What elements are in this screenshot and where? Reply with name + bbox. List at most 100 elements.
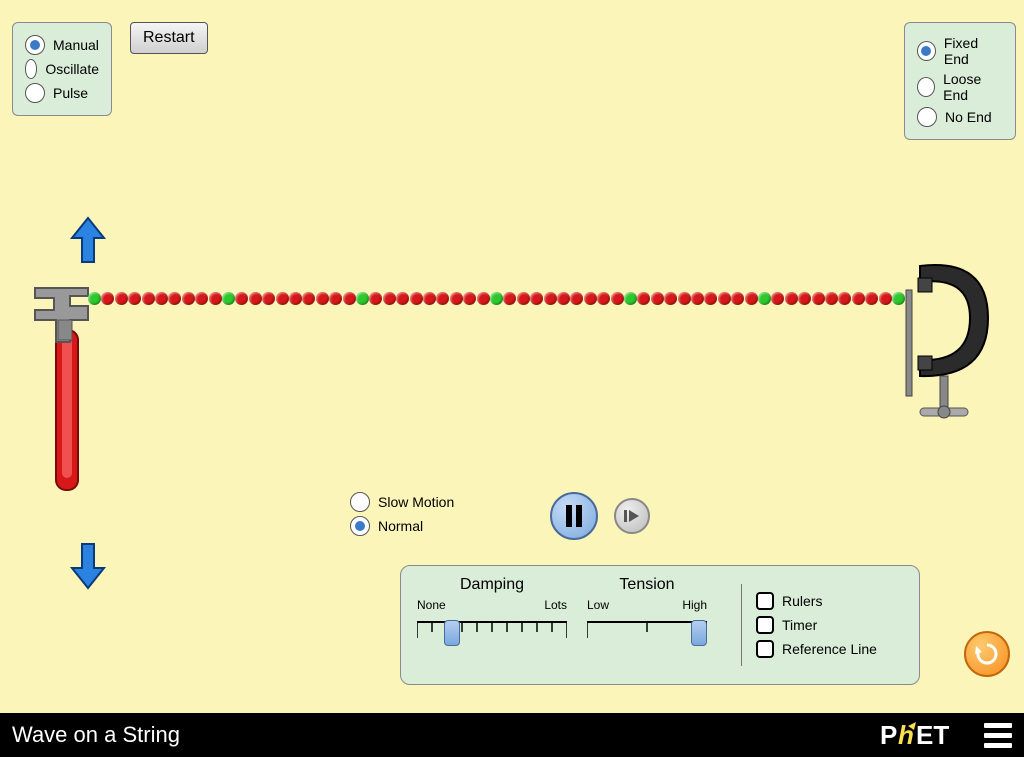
string-bead	[785, 292, 798, 305]
string-bead	[865, 292, 878, 305]
checkbox-label: Timer	[782, 617, 817, 633]
menu-button[interactable]	[984, 723, 1012, 748]
string-bead	[182, 292, 195, 305]
tension-min-label: Low	[587, 598, 609, 612]
string-bead	[383, 292, 396, 305]
tension-slider-block: Tension Low High	[587, 576, 707, 674]
string-bead	[276, 292, 289, 305]
string-bead	[289, 292, 302, 305]
string-bead	[302, 292, 315, 305]
checkbox-icon	[756, 640, 774, 658]
string-bead	[544, 292, 557, 305]
damping-slider[interactable]	[417, 614, 567, 644]
string-bead	[678, 292, 691, 305]
radio-icon	[350, 516, 370, 536]
svg-text:ET: ET	[916, 720, 949, 750]
string-bead	[329, 292, 342, 305]
string-bead	[88, 292, 101, 305]
string-bead	[410, 292, 423, 305]
speed-select-panel: Slow Motion Normal	[350, 488, 454, 540]
string-bead	[222, 292, 235, 305]
checkbox-icon	[756, 592, 774, 610]
pause-button[interactable]	[550, 492, 598, 540]
end-option-no-end[interactable]: No End	[917, 107, 1003, 127]
end-select-panel: Fixed End Loose End No End	[904, 22, 1016, 140]
speed-option-slow-motion[interactable]: Slow Motion	[350, 492, 454, 512]
string-bead	[812, 292, 825, 305]
string-bead	[450, 292, 463, 305]
string-bead	[423, 292, 436, 305]
checkbox-reference-line[interactable]: Reference Line	[756, 640, 903, 658]
string-bead	[262, 292, 275, 305]
tension-thumb[interactable]	[691, 620, 707, 646]
tool-checkboxes: Rulers Timer Reference Line	[756, 576, 903, 674]
string-bead	[517, 292, 530, 305]
simulation-stage: Manual Oscillate Pulse Restart Fixed End Lo…	[0, 0, 1024, 757]
fixed-end-clamp-icon	[900, 248, 1000, 428]
string-bead	[477, 292, 490, 305]
radio-label: Loose End	[943, 71, 1003, 103]
reset-all-button[interactable]	[964, 631, 1010, 677]
mode-option-oscillate[interactable]: Oscillate	[25, 59, 99, 79]
string-bead	[463, 292, 476, 305]
string-bead	[128, 292, 141, 305]
string-bead	[624, 292, 637, 305]
string-bead	[771, 292, 784, 305]
speed-option-normal[interactable]: Normal	[350, 516, 454, 536]
wave-controls-panel: Damping None Lots Tension Low High Ruler…	[400, 565, 920, 685]
wrench-handle[interactable]	[30, 280, 100, 510]
bottom-bar: Wave on a String P h ET	[0, 713, 1024, 757]
mode-option-pulse[interactable]: Pulse	[25, 83, 99, 103]
string-bead	[731, 292, 744, 305]
end-option-loose-end[interactable]: Loose End	[917, 71, 1003, 103]
string-bead	[798, 292, 811, 305]
checkbox-timer[interactable]: Timer	[756, 616, 903, 634]
damping-thumb[interactable]	[444, 620, 460, 646]
string-bead	[235, 292, 248, 305]
tension-slider[interactable]	[587, 614, 707, 644]
radio-icon	[25, 59, 37, 79]
radio-label: Pulse	[53, 85, 88, 101]
svg-text:P: P	[880, 720, 897, 750]
end-option-fixed-end[interactable]: Fixed End	[917, 35, 1003, 67]
tension-max-label: High	[682, 598, 707, 612]
step-button[interactable]	[614, 498, 650, 534]
string-bead	[168, 292, 181, 305]
checkbox-rulers[interactable]: Rulers	[756, 592, 903, 610]
radio-icon	[25, 83, 45, 103]
string-bead	[758, 292, 771, 305]
string-bead	[343, 292, 356, 305]
string-bead	[718, 292, 731, 305]
string-bead	[396, 292, 409, 305]
string-bead	[584, 292, 597, 305]
radio-icon	[917, 107, 937, 127]
radio-icon	[25, 35, 45, 55]
mode-option-manual[interactable]: Manual	[25, 35, 99, 55]
radio-label: Fixed End	[944, 35, 1003, 67]
string-bead	[651, 292, 664, 305]
string-bead	[637, 292, 650, 305]
damping-max-label: Lots	[544, 598, 567, 612]
string-bead	[664, 292, 677, 305]
phet-logo-area: P h ET	[880, 720, 1012, 750]
radio-label: Normal	[378, 518, 423, 534]
string-bead	[597, 292, 610, 305]
mode-select-panel: Manual Oscillate Pulse	[12, 22, 112, 116]
radio-label: Oscillate	[45, 61, 99, 77]
damping-title: Damping	[417, 576, 567, 594]
simulation-title: Wave on a String	[12, 722, 180, 748]
wave-string	[88, 292, 906, 304]
phet-logo-icon[interactable]: P h ET	[880, 720, 970, 750]
string-bead	[155, 292, 168, 305]
string-bead	[490, 292, 503, 305]
string-bead	[879, 292, 892, 305]
tension-title: Tension	[587, 576, 707, 594]
string-bead	[195, 292, 208, 305]
restart-button[interactable]: Restart	[130, 22, 208, 54]
playback-controls	[550, 492, 650, 540]
string-bead	[316, 292, 329, 305]
radio-label: Manual	[53, 37, 99, 53]
string-bead	[557, 292, 570, 305]
string-bead	[115, 292, 128, 305]
string-bead	[838, 292, 851, 305]
